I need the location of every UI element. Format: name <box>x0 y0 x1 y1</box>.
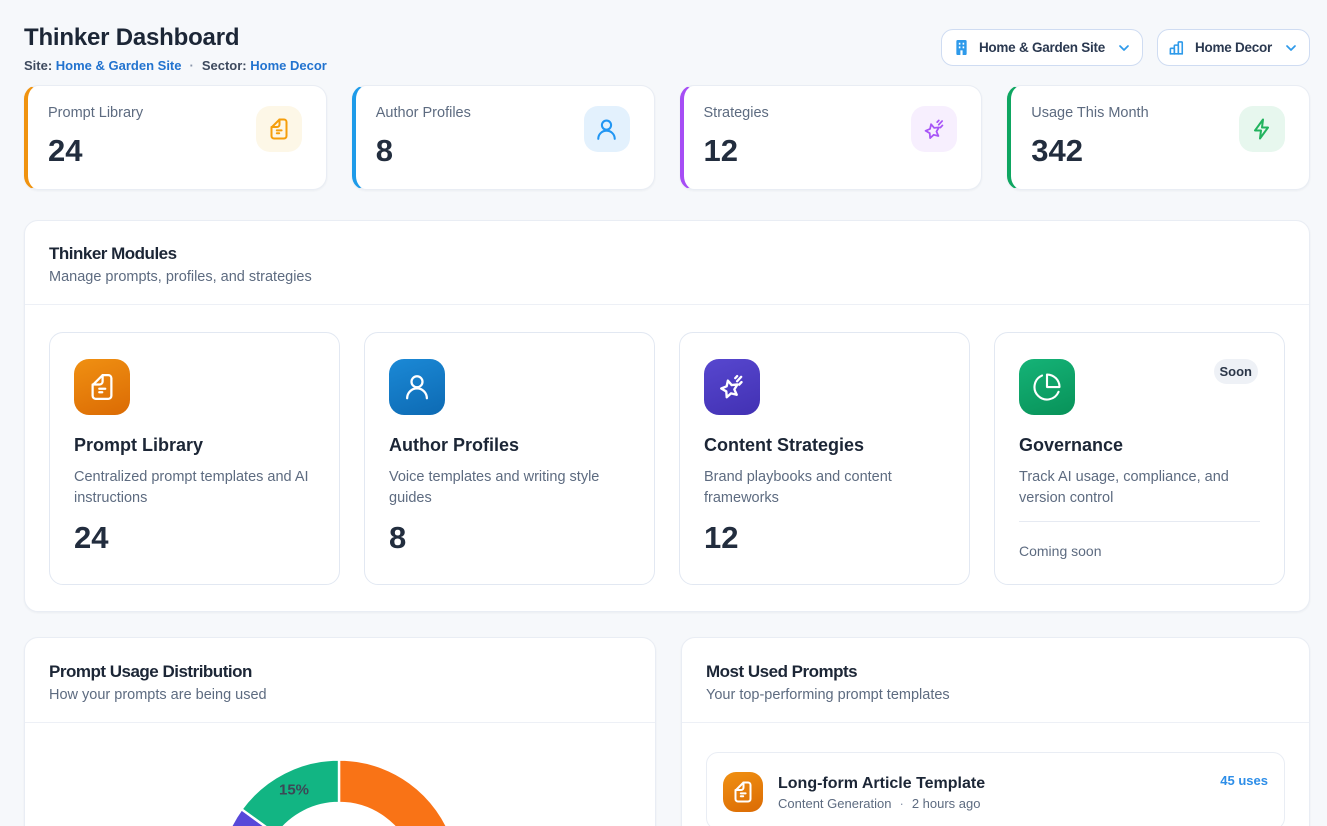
svg-text:15%: 15% <box>279 782 309 799</box>
